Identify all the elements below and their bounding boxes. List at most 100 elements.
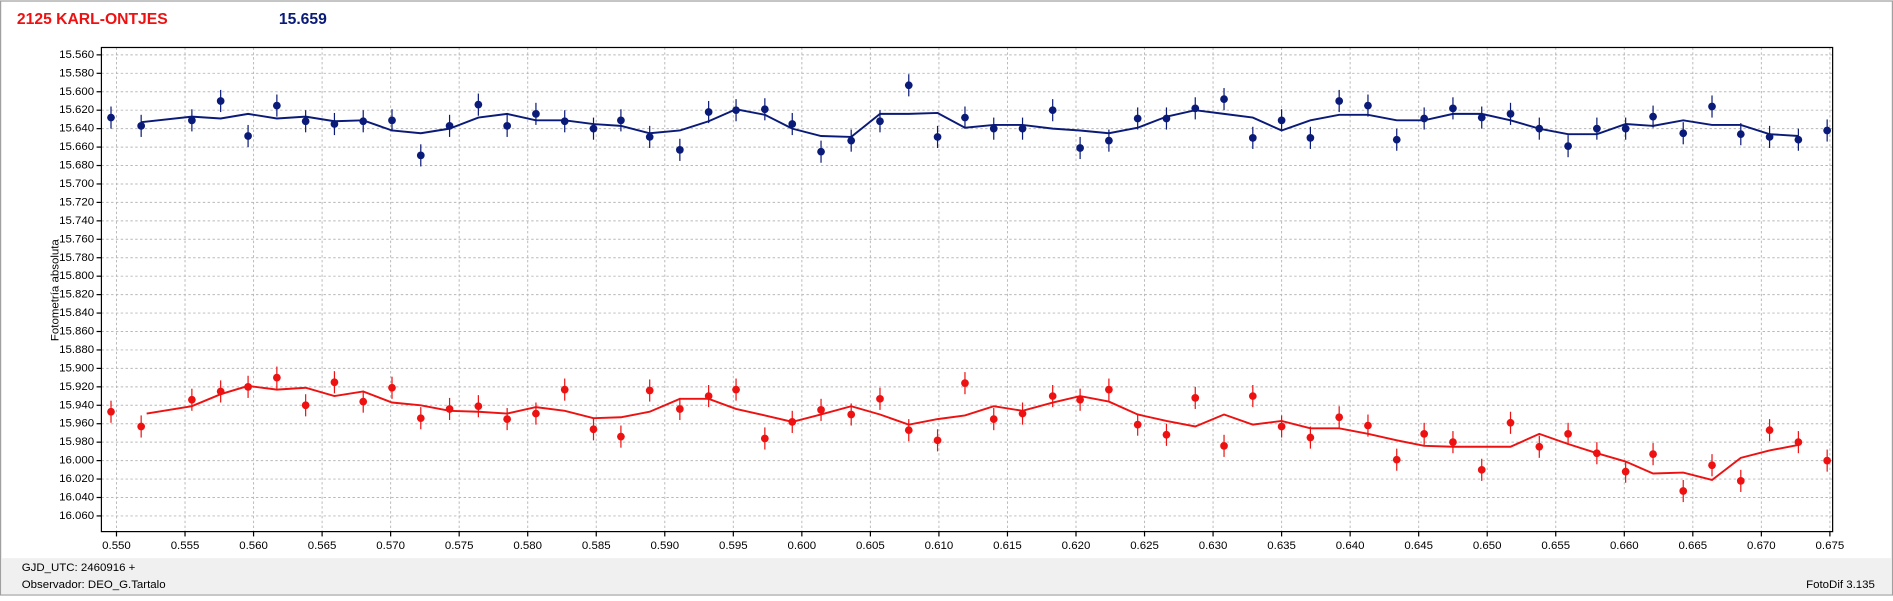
data-point [1477, 465, 1486, 474]
data-point [359, 117, 368, 126]
data-point [1649, 450, 1657, 459]
data-point [1133, 114, 1142, 123]
data-point [474, 100, 483, 109]
y-tick-label: 15.800 [59, 270, 94, 282]
data-point [1277, 422, 1286, 431]
data-point [1277, 116, 1286, 125]
x-tick-label: 0.630 [1199, 540, 1228, 552]
data-point [933, 436, 942, 445]
data-point [503, 415, 512, 423]
data-point [961, 379, 969, 388]
data-point [788, 120, 797, 128]
data-point [1679, 487, 1688, 495]
data-point [1392, 135, 1401, 144]
data-point [1105, 136, 1113, 145]
data-point [359, 397, 368, 406]
y-tick-label: 15.620 [59, 104, 94, 116]
data-point [1018, 409, 1027, 418]
data-point [1220, 95, 1228, 103]
y-axis-label: Fotometría absoluta [50, 239, 62, 341]
x-tick-label: 0.565 [308, 540, 337, 552]
data-point [273, 373, 281, 382]
data-point [216, 387, 225, 396]
data-point [532, 409, 540, 418]
y-tick-label: 15.840 [59, 307, 94, 319]
data-point [675, 145, 684, 154]
data-point [1477, 113, 1486, 122]
data-point [1823, 456, 1832, 465]
data-point [107, 407, 115, 416]
y-tick-label: 15.900 [59, 362, 94, 374]
data-point [244, 132, 252, 140]
data-point [1076, 395, 1084, 404]
x-tick-label: 0.590 [650, 540, 679, 552]
data-point [1162, 114, 1171, 123]
data-point [1449, 438, 1457, 447]
plot-area: 15.560 15.580 15.600 15.620 15.640 15.660 15.6… [59, 46, 1844, 552]
data-point [847, 410, 856, 419]
chart-title: 2125 KARL-ONTJES [17, 11, 168, 28]
data-point [137, 122, 146, 130]
data-point [760, 105, 769, 114]
data-point [732, 106, 740, 115]
data-point [961, 113, 969, 122]
data-point [532, 110, 540, 118]
x-tick-label: 0.575 [445, 540, 474, 552]
data-point [876, 117, 884, 126]
data-point [1621, 467, 1630, 476]
y-tick-label: 15.980 [59, 436, 94, 448]
plot-border [100, 46, 1834, 533]
data-point [904, 426, 913, 435]
data-point [1392, 455, 1401, 464]
data-point [560, 117, 569, 126]
data-point [273, 101, 281, 110]
x-tick-label: 0.580 [513, 540, 542, 552]
data-point [1823, 126, 1832, 135]
data-point [617, 432, 625, 441]
data-point [817, 406, 825, 414]
y-tick-label: 15.580 [59, 67, 94, 79]
fit-line [141, 108, 1799, 138]
data-point [1593, 124, 1601, 133]
y-tick-label: 16.000 [59, 455, 94, 467]
data-point [1736, 477, 1745, 485]
data-point [1794, 438, 1803, 447]
x-tick-label: 0.555 [171, 540, 200, 552]
data-point [416, 414, 425, 423]
x-tick-label: 0.595 [719, 540, 748, 552]
data-point [1679, 129, 1688, 138]
data-point [1076, 144, 1084, 152]
data-point [1162, 430, 1171, 439]
x-tick-label: 0.655 [1541, 540, 1570, 552]
x-tick-label: 0.640 [1336, 540, 1365, 552]
x-tick-label: 0.550 [102, 540, 131, 552]
data-point [732, 385, 740, 394]
data-point [847, 136, 856, 145]
y-tick-label: 15.820 [59, 289, 94, 301]
data-point [244, 382, 252, 391]
data-point [1708, 461, 1716, 470]
data-point [560, 385, 569, 394]
y-tick-label: 15.700 [59, 178, 94, 190]
data-point [876, 394, 884, 403]
x-tick-label: 0.650 [1473, 540, 1502, 552]
x-tick-label: 0.605 [856, 540, 885, 552]
data-point [589, 425, 598, 434]
y-tick-label: 16.020 [59, 473, 94, 485]
data-point [1018, 124, 1027, 133]
data-point [1535, 442, 1544, 451]
data-point [388, 383, 396, 392]
data-point [301, 401, 310, 410]
data-point [1649, 112, 1657, 121]
y-tick-label: 15.720 [59, 196, 94, 208]
data-point [704, 392, 713, 400]
data-point [1708, 102, 1716, 111]
data-point [1133, 420, 1142, 429]
data-point [1191, 394, 1200, 402]
data-point [933, 133, 942, 141]
data-point [330, 120, 339, 128]
data-point [1506, 110, 1515, 118]
data-point [1564, 429, 1572, 438]
y-tick-label: 15.600 [59, 86, 94, 98]
